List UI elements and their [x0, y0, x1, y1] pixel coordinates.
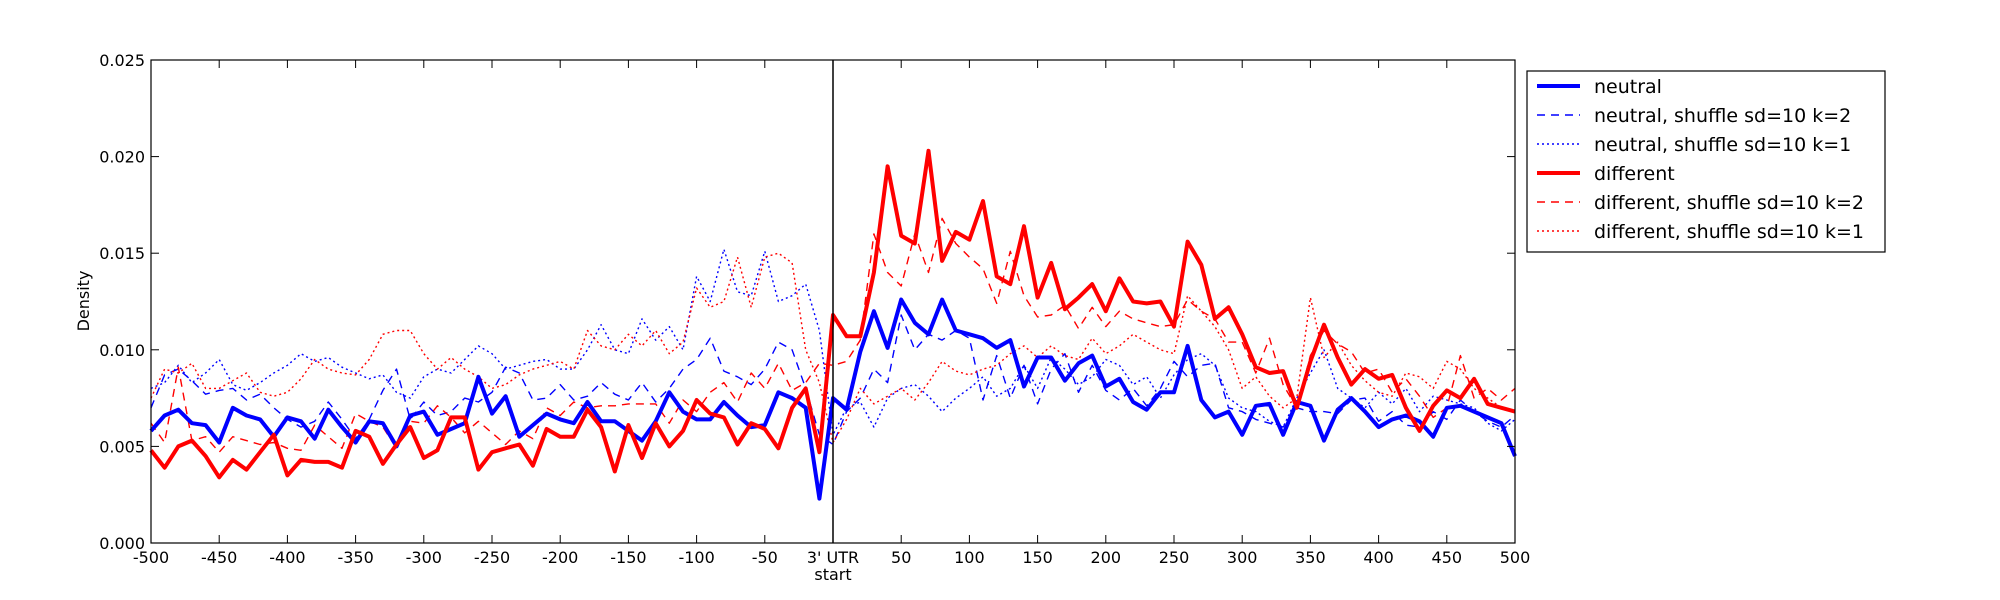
legend-box	[1526, 70, 1886, 253]
x-tick-label: -500	[133, 548, 169, 567]
x-tick-label: 50	[891, 548, 911, 567]
legend-label: different	[1594, 163, 1675, 185]
x-tick-label: -350	[337, 548, 373, 567]
x-tick-label: 350	[1295, 548, 1326, 567]
legend-label: neutral, shuffle sd=10 k=2	[1594, 105, 1851, 127]
x-tick-label: -50	[752, 548, 778, 567]
y-axis-title: Density	[74, 271, 93, 332]
x-tick-label: -150	[610, 548, 646, 567]
x-tick-label: -400	[269, 548, 305, 567]
series-line-5	[150, 217, 1516, 453]
y-tick-label: 0.000	[99, 534, 145, 553]
legend: neutral neutral, shuffle sd=10 k=2 neutral…	[1526, 70, 1886, 253]
x-tick-label: 3' UTR	[807, 548, 859, 567]
x-tick-label: -100	[678, 548, 714, 567]
x-tick-label: 400	[1363, 548, 1394, 567]
legend-label: different, shuffle sd=10 k=1	[1594, 221, 1864, 243]
x-tick-label: 250	[1159, 548, 1190, 567]
y-tick-label: 0.010	[99, 341, 145, 360]
series-line-6	[150, 252, 1516, 444]
x-tick-label: 150	[1022, 548, 1053, 567]
x-tick-label: 100	[954, 548, 985, 567]
y-tick-label: 0.025	[99, 51, 145, 70]
x-tick-label: -250	[474, 548, 510, 567]
y-tick-label: 0.015	[99, 244, 145, 263]
x-tick-label: 300	[1227, 548, 1258, 567]
x-center-sublabel: start	[814, 565, 851, 584]
y-tick-label: 0.020	[99, 148, 145, 167]
x-tick-label: -300	[406, 548, 442, 567]
x-tick-label: 500	[1500, 548, 1531, 567]
x-tick-label: -450	[201, 548, 237, 567]
y-tick-label: 0.005	[99, 437, 145, 456]
x-tick-label: -200	[542, 548, 578, 567]
legend-label: neutral	[1594, 76, 1662, 98]
legend-label: different, shuffle sd=10 k=2	[1594, 192, 1864, 214]
x-tick-label: 200	[1091, 548, 1122, 567]
tick-layer: -500 -450 -400 -350 -300 -250 -200 -150 -100 -50 3…	[99, 51, 1530, 567]
x-tick-label: 450	[1432, 548, 1463, 567]
legend-label: neutral, shuffle sd=10 k=1	[1594, 134, 1851, 156]
